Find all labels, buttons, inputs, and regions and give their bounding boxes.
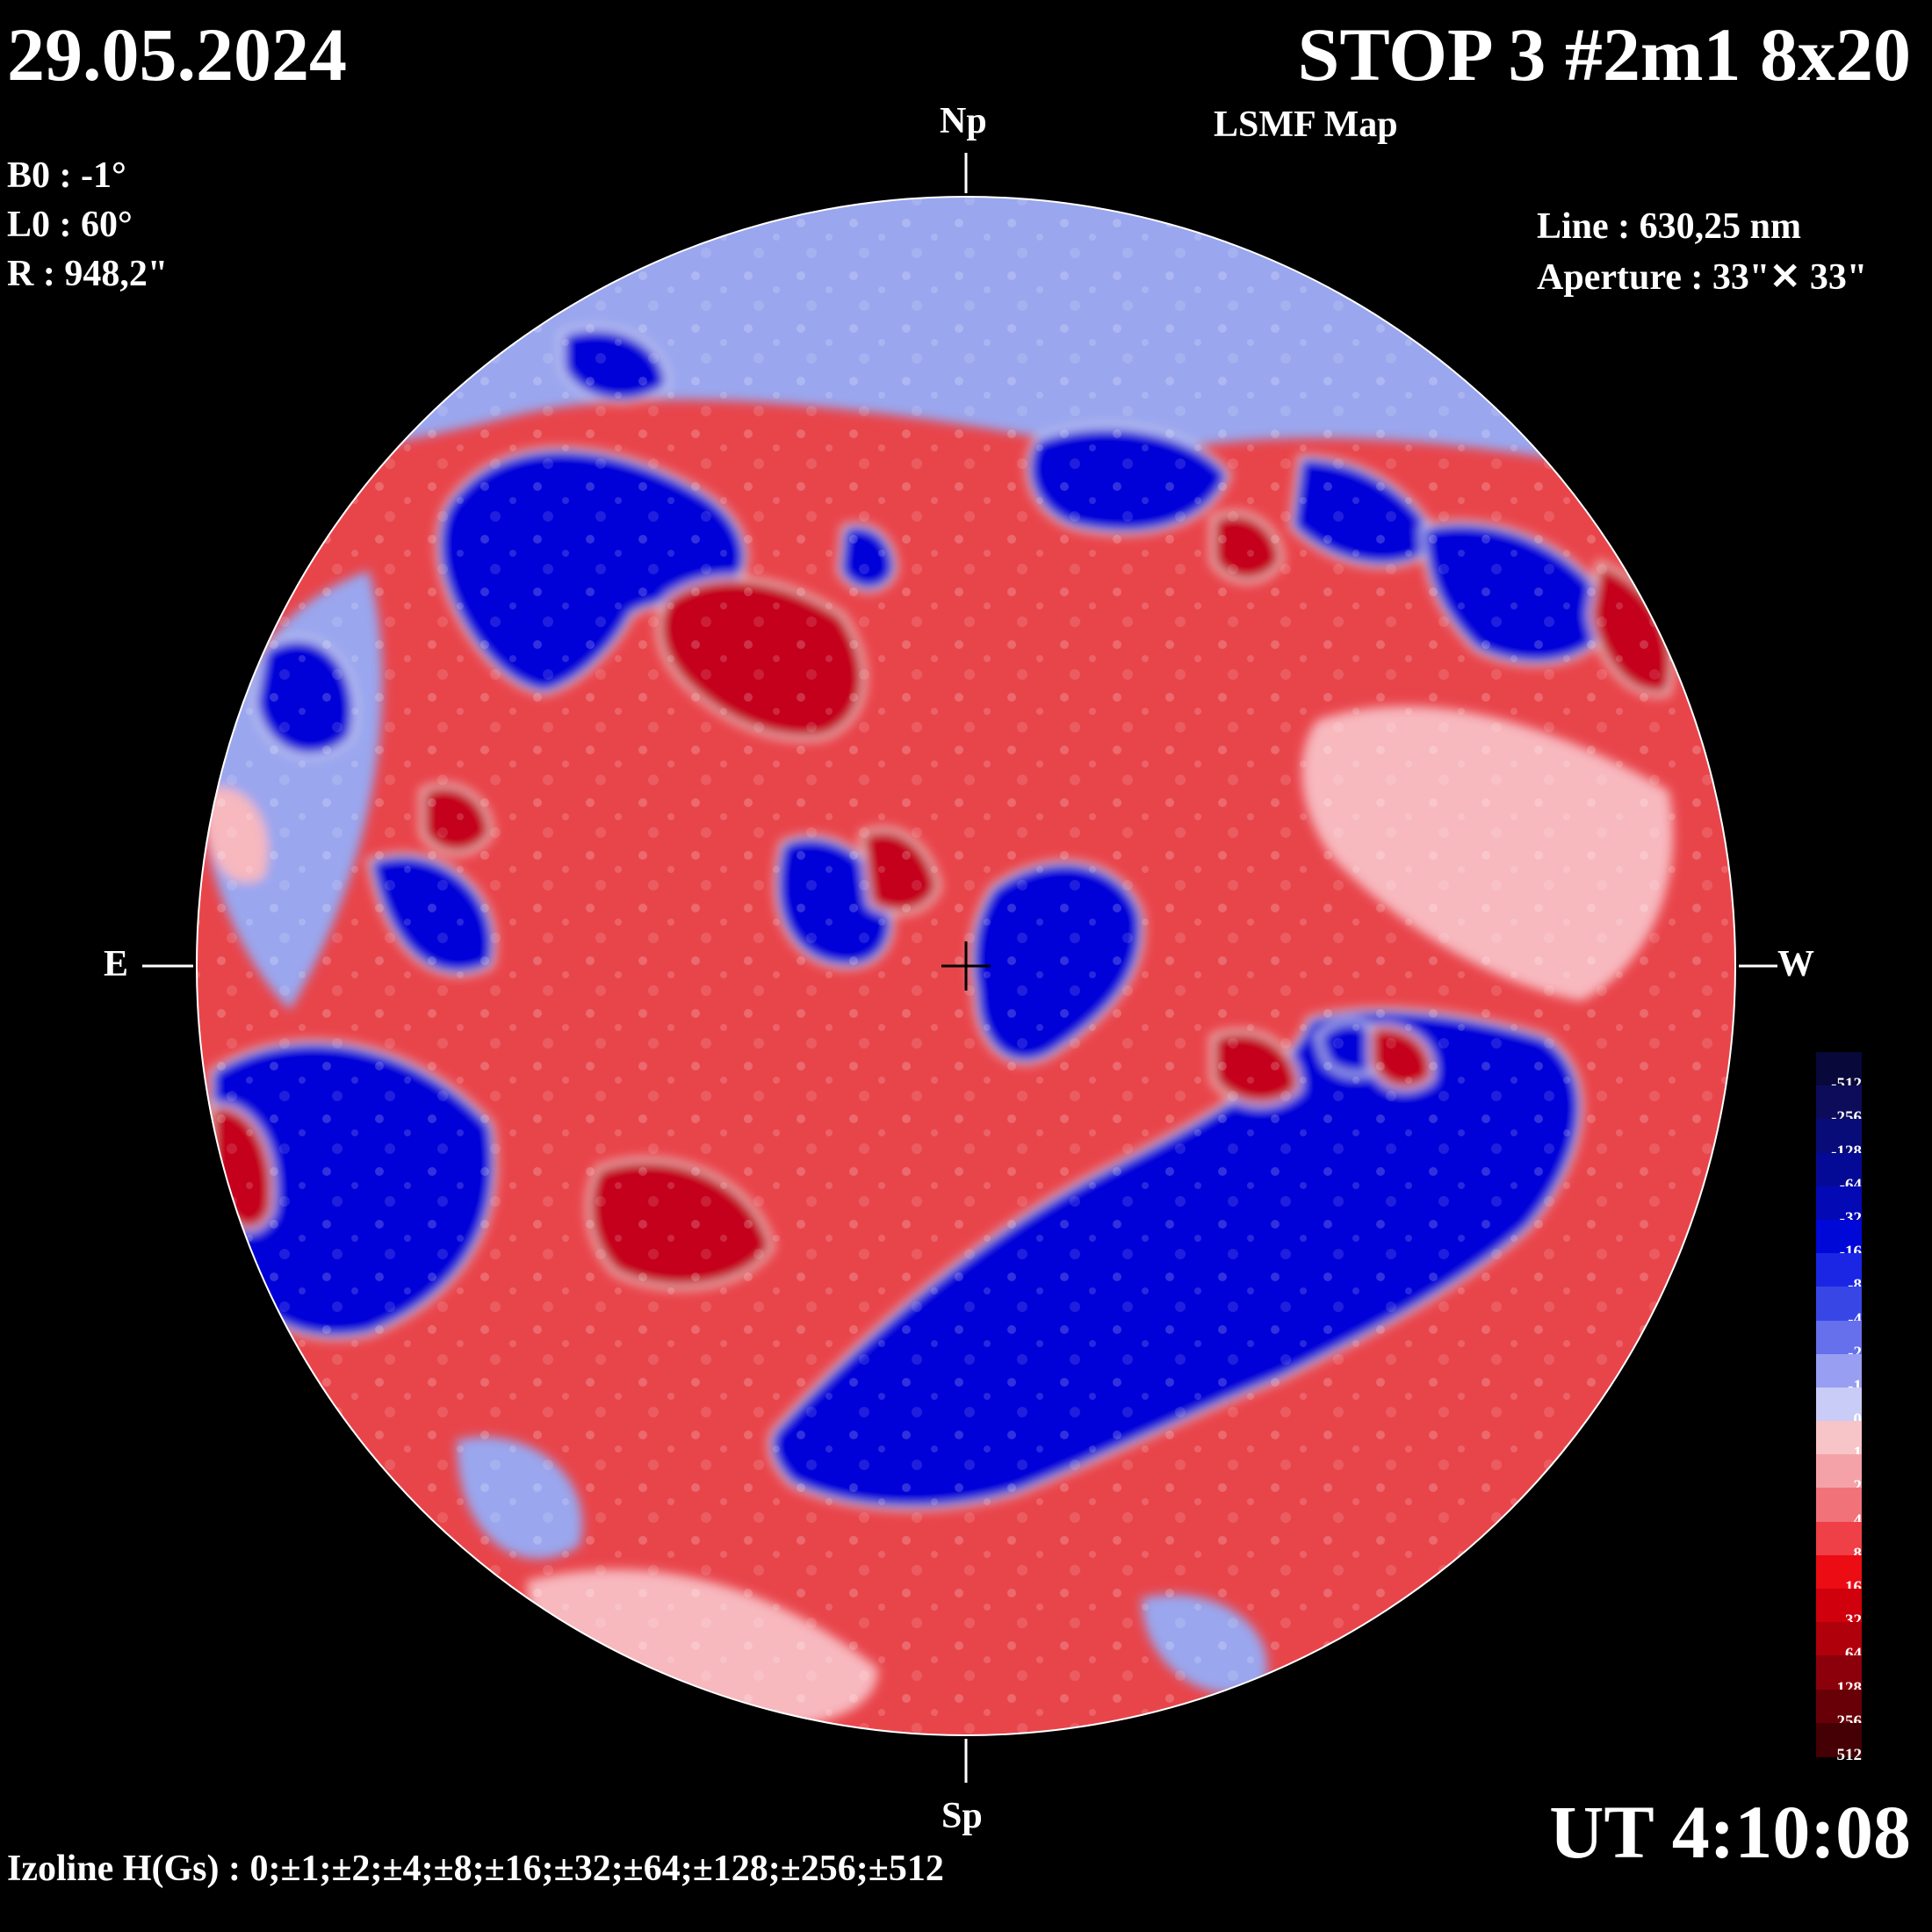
legend-swatch: [1816, 1152, 1862, 1187]
map-subtitle: LSMF Map: [1214, 105, 1398, 145]
legend-swatch: [1816, 1589, 1862, 1624]
legend-swatch: [1816, 1454, 1862, 1489]
legend-swatch: [1816, 1521, 1862, 1556]
radius-parameter: R : 948,2": [7, 254, 169, 294]
map-title: STOP 3 #2m1 8x20: [1297, 12, 1911, 97]
observation-date: 29.05.2024: [7, 12, 347, 97]
legend-swatch: [1816, 1119, 1862, 1154]
legend-label: 1: [1853, 1444, 1863, 1463]
south-pole-label: Sp: [941, 1796, 983, 1836]
izoline-levels: Izoline H(Gs) : 0;±1;±2;±4;±8;±16;±32;±6…: [7, 1849, 944, 1889]
legend-label: 2: [1853, 1477, 1863, 1496]
legend-label: 0: [1853, 1410, 1863, 1430]
legend-swatch: [1816, 1052, 1862, 1087]
color-scale-legend: -512 -256 -128 -64 -32 -16 -8 -4 -2 -1 0 1 2 4 8 16 32 64…: [1816, 1052, 1863, 1764]
legend-swatch: [1816, 1287, 1862, 1322]
legend-label: 8: [1853, 1544, 1863, 1563]
b0-parameter: B0 : -1°: [7, 155, 126, 196]
legend-swatch: [1816, 1689, 1862, 1724]
legend-swatch: [1816, 1622, 1862, 1657]
legend-swatch: [1816, 1488, 1862, 1523]
aperture-parameter: Aperture : 33"✕ 33": [1537, 257, 1868, 298]
spectral-line-parameter: Line : 630,25 nm: [1537, 206, 1802, 247]
west-label: W: [1777, 944, 1814, 984]
legend-swatch: [1816, 1554, 1862, 1590]
l0-parameter: L0 : 60°: [7, 205, 133, 245]
legend-swatch: [1816, 1219, 1862, 1255]
legend-label: 4: [1853, 1510, 1863, 1530]
east-label: E: [104, 944, 129, 984]
legend-swatch: [1816, 1722, 1862, 1757]
legend-swatch: [1816, 1421, 1862, 1456]
ut-time: UT 4:10:08: [1549, 1790, 1911, 1874]
legend-swatch: [1816, 1085, 1862, 1121]
north-pole-label: Np: [940, 101, 987, 141]
legend-swatch: [1816, 1186, 1862, 1221]
legend-swatch: [1816, 1320, 1862, 1355]
legend-swatch: [1816, 1353, 1862, 1388]
disk-limb: [196, 196, 1736, 1736]
legend-swatch: [1816, 1655, 1862, 1690]
legend-swatch: [1816, 1253, 1862, 1288]
legend-swatch: [1816, 1387, 1862, 1423]
legend-label: 512: [1836, 1746, 1863, 1764]
